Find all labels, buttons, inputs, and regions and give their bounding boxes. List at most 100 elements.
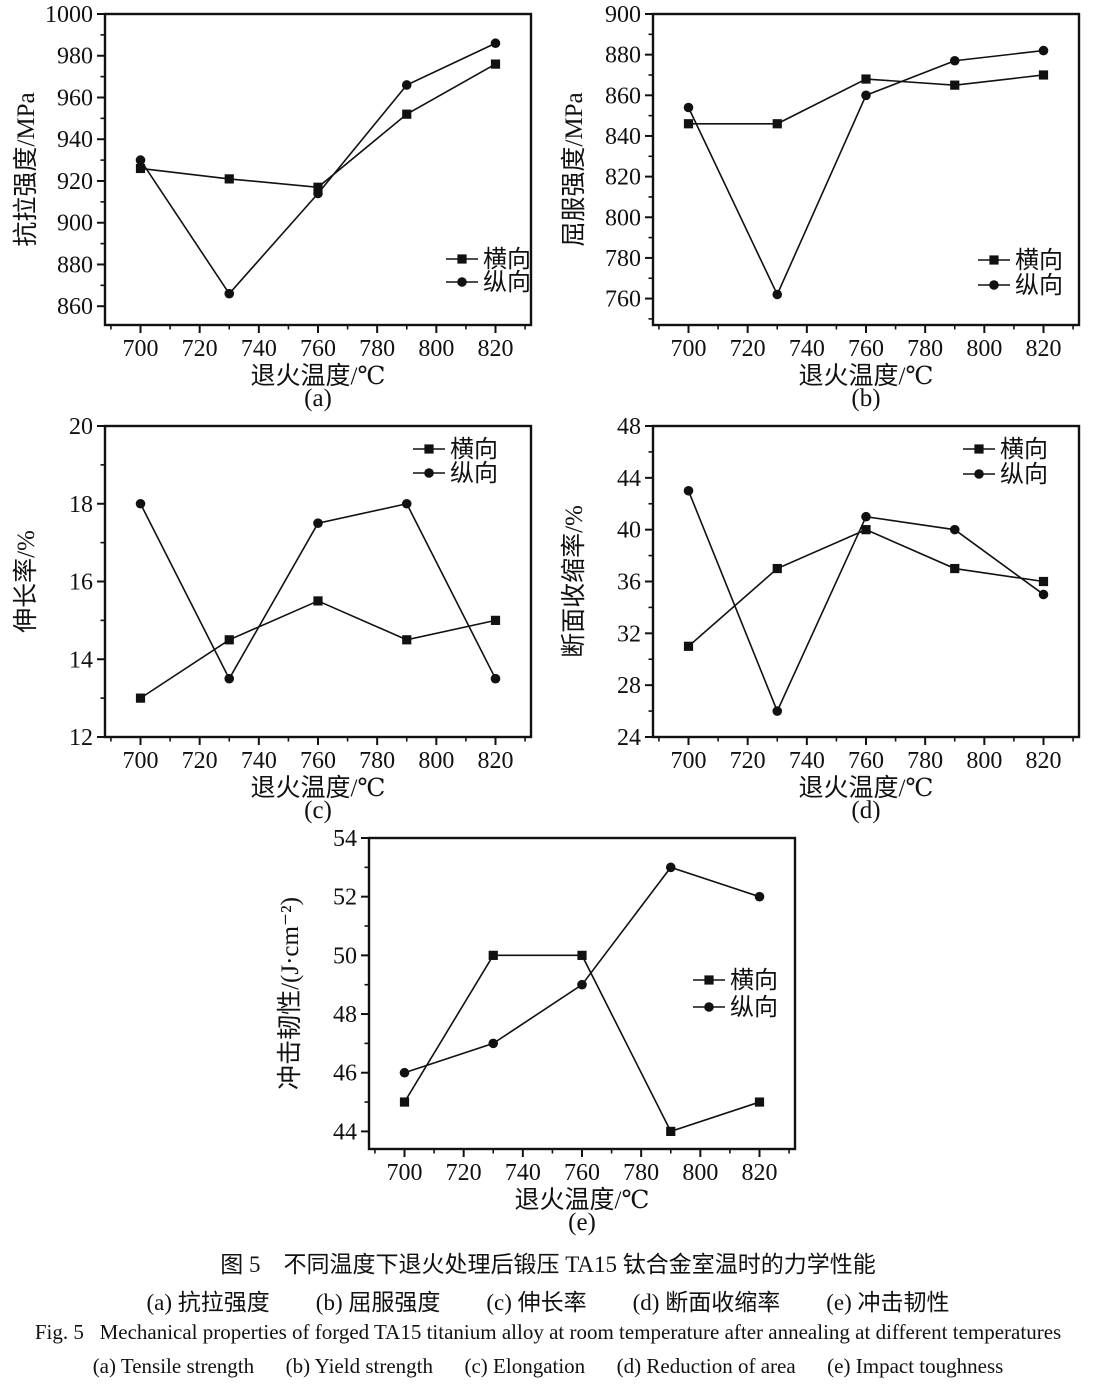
legend-marker-square xyxy=(457,254,467,264)
plot-frame xyxy=(651,424,1081,739)
chart-impact-toughness-svg: 700 720 740 760 780 800 820 44 46 48 50 52 54 退火温度/℃ 冲… xyxy=(276,826,797,1236)
caption-zh-items: (a) 抗拉强度 (b) 屈服强度 (c) 伸长率 (d) 断面收缩率 (e) … xyxy=(146,1290,950,1315)
data-marker-square xyxy=(754,1097,765,1107)
data-marker-square xyxy=(399,1097,410,1107)
x-tick-label: 780 xyxy=(907,748,943,774)
x-tick-label: 740 xyxy=(505,1160,541,1186)
data-marker-square xyxy=(577,950,587,960)
data-marker-circle xyxy=(488,1038,499,1049)
x-tick-label: 760 xyxy=(300,748,336,774)
y-tick-label: 12 xyxy=(69,725,93,751)
x-tick-label: 800 xyxy=(966,336,1002,362)
y-tick-label: 920 xyxy=(57,169,93,195)
x-tick-label: 700 xyxy=(671,336,707,362)
y-tick-label: 48 xyxy=(333,1002,357,1028)
y-tick-label: 780 xyxy=(605,246,641,272)
x-tick-label: 700 xyxy=(123,336,159,362)
x-axis-label: 退火温度/℃ xyxy=(799,774,934,802)
data-marker-circle xyxy=(949,524,960,535)
y-tick-label: 20 xyxy=(69,414,93,440)
y-tick-label: 820 xyxy=(605,165,641,191)
legend-label: 横向 xyxy=(730,967,778,994)
chart-tensile-strength-svg: 700 720 740 760 780 800 820 860 880 900 920 940 960 9… xyxy=(12,2,533,412)
y-tick-label: 960 xyxy=(57,85,93,111)
y-tick-label: 14 xyxy=(69,647,93,673)
x-axis-label: 退火温度/℃ xyxy=(251,362,386,390)
legend-label: 纵向 xyxy=(483,269,531,296)
legend-label: 横向 xyxy=(483,246,531,273)
x-tick-label: 720 xyxy=(730,336,766,362)
x-tick-label: 760 xyxy=(564,1160,600,1186)
chart-sublabel: (c) xyxy=(304,797,332,824)
y-tick-label: 880 xyxy=(605,43,641,69)
data-marker-circle xyxy=(224,288,235,299)
x-tick-label: 800 xyxy=(682,1160,718,1186)
data-marker-square xyxy=(490,59,501,69)
legend-marker-circle xyxy=(457,277,467,287)
data-marker-circle xyxy=(772,706,783,716)
data-marker-square xyxy=(402,635,412,645)
data-marker-circle xyxy=(224,673,235,684)
y-axis-label: 断面收缩率/% xyxy=(560,505,588,658)
x-tick-label: 820 xyxy=(1026,336,1062,362)
legend-marker-circle xyxy=(424,468,434,478)
x-tick-label: 700 xyxy=(123,748,159,774)
x-tick-label: 820 xyxy=(478,748,514,774)
data-marker-square xyxy=(861,525,871,535)
y-axis-label: 冲击韧性/(J·cm⁻²) xyxy=(276,897,304,1090)
data-marker-square xyxy=(683,119,694,129)
data-marker-circle xyxy=(401,80,412,90)
y-tick-label: 46 xyxy=(333,1061,357,1087)
chart-reduction-of-area: 700 720 740 760 780 800 820 24 28 32 36 40 44 48 退火温度/… xyxy=(548,412,1096,824)
x-tick-label: 740 xyxy=(789,748,825,774)
legend-marker-circle xyxy=(704,1002,714,1012)
y-tick-label: 1000 xyxy=(45,2,93,28)
y-tick-label: 840 xyxy=(605,124,641,150)
series-line-longitudinal xyxy=(139,42,496,296)
data-marker-square xyxy=(683,641,694,651)
x-axis-label: 退火温度/℃ xyxy=(251,774,386,802)
x-tick-label: 800 xyxy=(418,748,454,774)
legend-marker-square xyxy=(989,255,999,265)
chart-sublabel: (e) xyxy=(568,1209,596,1236)
plot-frame xyxy=(651,12,1081,327)
y-tick-label: 760 xyxy=(605,287,641,313)
data-marker-circle xyxy=(399,1067,410,1078)
legend-label: 横向 xyxy=(1015,247,1063,274)
data-marker-circle xyxy=(861,511,871,522)
x-tick-label: 700 xyxy=(671,748,707,774)
data-marker-circle xyxy=(1038,45,1049,56)
caption-en-title: Fig. 5 Mechanical properties of forged T… xyxy=(34,1320,1062,1344)
chart-yield-strength: 700 720 740 760 780 800 820 760 780 800 820 840 860 8… xyxy=(548,0,1096,412)
chart-elongation-svg: 700 720 740 760 780 800 820 12 14 16 18 20 退火温度/℃ 伸长率… xyxy=(12,414,533,824)
y-axis-label: 抗拉强度/MPa xyxy=(12,92,40,246)
chart-tensile-strength: 700 720 740 760 780 800 820 860 880 900 920 940 960 9… xyxy=(0,0,548,412)
data-marker-circle xyxy=(313,188,323,199)
data-marker-square xyxy=(313,596,323,606)
legend-marker-circle xyxy=(974,469,984,479)
y-axis-label: 屈服强度/MPa xyxy=(560,92,588,246)
y-tick-label: 50 xyxy=(333,943,357,969)
data-marker-circle xyxy=(1038,589,1049,600)
data-marker-square xyxy=(224,174,234,184)
series-line-transverse xyxy=(687,528,1044,647)
y-tick-label: 24 xyxy=(617,725,641,751)
x-tick-label: 720 xyxy=(182,336,218,362)
series-line-transverse xyxy=(140,600,496,699)
y-tick-label: 16 xyxy=(69,570,93,596)
data-marker-square xyxy=(772,119,782,129)
y-axis-label: 伸长率/% xyxy=(12,530,40,633)
data-marker-square xyxy=(950,80,960,90)
y-tick-label: 28 xyxy=(617,673,641,699)
x-tick-label: 720 xyxy=(730,748,766,774)
data-marker-square xyxy=(772,563,782,574)
data-marker-square xyxy=(490,615,501,625)
chart-sublabel: (b) xyxy=(851,385,880,412)
data-marker-square xyxy=(402,109,412,119)
chart-yield-strength-svg: 700 720 740 760 780 800 820 760 780 800 820 840 860 8… xyxy=(560,2,1081,412)
data-marker-circle xyxy=(490,38,501,49)
x-tick-label: 820 xyxy=(1026,748,1062,774)
x-tick-label: 740 xyxy=(241,748,277,774)
data-marker-circle xyxy=(683,102,694,113)
